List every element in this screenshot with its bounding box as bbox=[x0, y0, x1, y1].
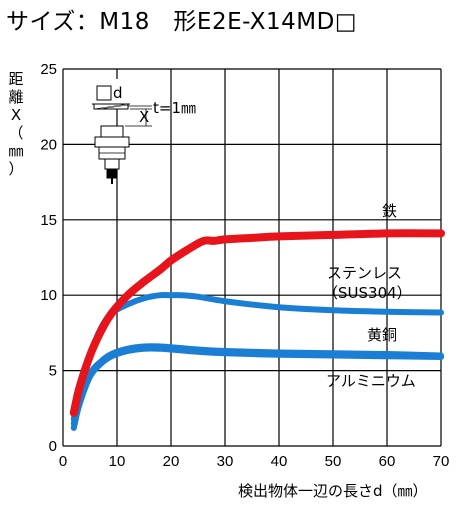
x-tick-label: 60 bbox=[379, 453, 396, 470]
y-axis-label-char: X bbox=[11, 106, 21, 124]
x-tick-label: 70 bbox=[433, 453, 450, 470]
y-axis-label: 距離X（㎜） bbox=[8, 70, 23, 178]
y-tick-label: 5 bbox=[49, 363, 57, 380]
label-aluminum: アルミニウム bbox=[326, 372, 416, 390]
label-brass: 黄銅 bbox=[367, 326, 397, 344]
page-title: サイズ：M18 形E2E-X14MD□ bbox=[6, 9, 358, 35]
y-tick-label: 10 bbox=[40, 287, 57, 304]
y-axis-label-char: ㎜ bbox=[8, 142, 23, 160]
y-axis-label-char: 距 bbox=[8, 70, 23, 88]
label-sus304: （SUS304） bbox=[323, 284, 412, 302]
target-square-icon bbox=[96, 85, 112, 101]
inset-d-label: d bbox=[113, 84, 123, 102]
chart-curves bbox=[69, 229, 445, 431]
label-iron: 鉄 bbox=[382, 202, 397, 220]
y-tick-label: 20 bbox=[40, 136, 57, 153]
x-tick-label: 50 bbox=[325, 453, 342, 470]
series-line-0 bbox=[69, 229, 445, 417]
x-tick-label: 40 bbox=[271, 453, 288, 470]
chart-ticks: 0 10 20 30 40 50 60 70 0 5 10 15 20 25 bbox=[40, 61, 449, 470]
x-tick-label: 0 bbox=[59, 453, 67, 470]
y-axis-label-char: 離 bbox=[8, 88, 23, 106]
y-tick-label: 25 bbox=[40, 61, 57, 78]
y-axis-label-char: ） bbox=[8, 160, 23, 178]
label-stainless: ステンレス bbox=[327, 264, 402, 282]
sensor-diagram: d t=1㎜ X bbox=[86, 79, 196, 184]
series-line-3 bbox=[70, 345, 444, 431]
x-axis-label: 検出物体一辺の長さd（㎜） bbox=[238, 482, 428, 500]
x-tick-label: 10 bbox=[109, 453, 126, 470]
y-axis-label-char: （ bbox=[8, 124, 23, 142]
y-tick-label: 15 bbox=[40, 212, 57, 229]
x-tick-label: 20 bbox=[163, 453, 180, 470]
y-tick-label: 0 bbox=[49, 438, 57, 455]
inset-x-label: X bbox=[139, 108, 149, 126]
x-tick-label: 30 bbox=[217, 453, 234, 470]
inset-t-label: t=1㎜ bbox=[153, 99, 196, 117]
